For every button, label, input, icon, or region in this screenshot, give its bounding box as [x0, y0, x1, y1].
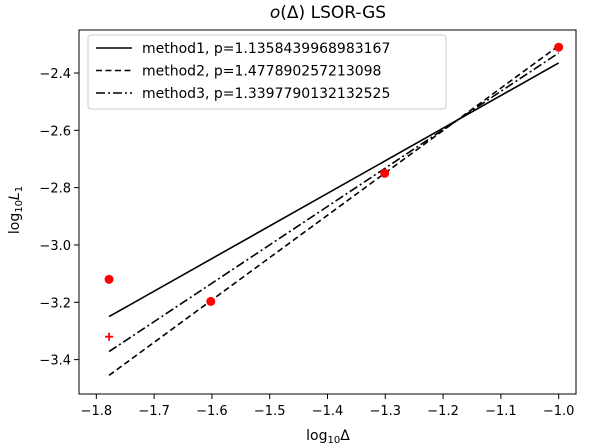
- data-point-3: [380, 168, 390, 178]
- y-tick-label: −2.6: [39, 124, 71, 139]
- legend-label-1: method1, p=1.1358439968983167: [142, 41, 390, 57]
- y-tick-label: −3.0: [39, 239, 71, 254]
- plot-area: [104, 42, 564, 377]
- x-axis-label-tail: Δ: [340, 428, 350, 444]
- legend-box: [87, 34, 447, 110]
- x-axis-label-sub: 10: [328, 435, 341, 446]
- series-line-2: [108, 45, 560, 377]
- y-axis-label-var: L: [7, 192, 23, 200]
- x-tick-label: −1.1: [485, 404, 517, 419]
- x-tick-label: −1.5: [254, 404, 286, 419]
- y-tick-label: −2.8: [39, 182, 71, 197]
- x-tick-label: −1.6: [196, 404, 228, 419]
- chart-title: o(Δ) LSOR-GS: [270, 3, 386, 23]
- x-tick-label: −1.8: [81, 404, 113, 419]
- x-tick-label: −1.7: [138, 404, 170, 419]
- data-point-plus-5: [105, 332, 114, 341]
- x-tick-label: −1.4: [312, 404, 344, 419]
- chart-title-rest: (Δ) LSOR-GS: [280, 3, 386, 23]
- y-axis-label: log10L1: [7, 186, 25, 234]
- data-point-4: [554, 42, 564, 52]
- legend-label-3: method3, p=1.3397790132132525: [142, 86, 390, 102]
- ticks: −1.8 −1.7 −1.6 −1.5 −1.4 −1.3 −1.2 −1.1 −1.0 −3.4…: [39, 67, 574, 419]
- x-tick-label: −1.0: [543, 404, 575, 419]
- y-tick-label: −3.4: [39, 354, 71, 369]
- x-tick-label: −1.2: [427, 404, 459, 419]
- y-tick-label: −3.2: [39, 296, 71, 311]
- x-tick-label: −1.3: [370, 404, 402, 419]
- y-axis-label-varsub: 1: [14, 186, 25, 192]
- legend: method1, p=1.1358439968983167 method2, p=…: [87, 34, 447, 110]
- y-axis-label-sub: 10: [14, 200, 25, 213]
- x-axis-label: log10Δ: [306, 428, 350, 446]
- legend-label-2: method2, p=1.477890257213098: [142, 64, 381, 80]
- x-axis-label-base: log: [306, 428, 327, 444]
- y-axis-label-base: log: [7, 213, 23, 234]
- chart-title-italic: o: [270, 3, 280, 23]
- data-point-2: [206, 296, 216, 306]
- series-line-3: [108, 52, 560, 353]
- y-tick-label: −2.4: [39, 67, 71, 82]
- series-line-1: [108, 62, 560, 318]
- data-point-1: [104, 274, 114, 284]
